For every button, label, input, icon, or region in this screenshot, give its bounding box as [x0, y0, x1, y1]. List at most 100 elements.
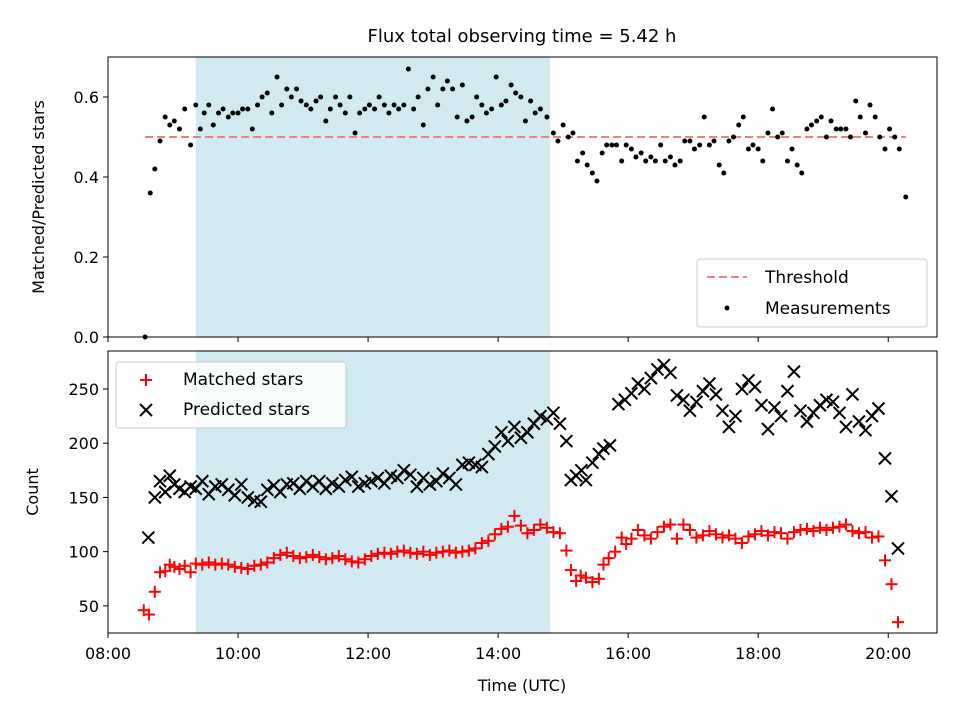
- measurement-point: [555, 138, 561, 144]
- measurement-point: [201, 110, 207, 116]
- predicted-star-point: [325, 476, 340, 491]
- measurement-point: [245, 106, 251, 112]
- matched-star-point: [631, 523, 644, 536]
- measurement-point: [843, 126, 849, 132]
- measurement-point: [454, 114, 460, 120]
- measurement-point: [381, 102, 387, 108]
- measurement-point: [672, 162, 678, 168]
- measurement-point: [528, 98, 534, 104]
- matched-star-point: [781, 532, 794, 545]
- measurement-point: [828, 118, 834, 124]
- measurement-point: [430, 74, 436, 80]
- matched-star-point: [592, 572, 605, 585]
- measurement-point: [347, 94, 353, 100]
- matched-star-point: [547, 526, 560, 539]
- measurement-point: [177, 126, 183, 132]
- predicted-star-point: [670, 388, 684, 403]
- predicted-star-point: [767, 400, 782, 415]
- measurement-point: [677, 158, 683, 164]
- x-tick-label: 20:00: [865, 644, 911, 663]
- measurement-point: [210, 122, 216, 128]
- matched-star-point: [436, 545, 449, 558]
- measurement-point: [804, 126, 810, 132]
- measurement-point: [872, 114, 878, 120]
- matched-star-point: [202, 556, 215, 569]
- matched-star-point: [475, 536, 488, 549]
- measurement-point: [498, 102, 504, 108]
- measurement-point: [157, 138, 163, 144]
- predicted-star-point: [702, 376, 717, 391]
- matched-star-point: [267, 552, 280, 565]
- measurement-point: [887, 126, 893, 132]
- matched-star-point: [365, 549, 378, 562]
- predicted-star-point: [644, 371, 658, 385]
- measurement-point: [736, 122, 742, 128]
- measurement-point: [279, 102, 285, 108]
- predicted-star-point: [338, 473, 353, 487]
- predicted-star-point: [728, 409, 743, 423]
- measurement-point: [643, 158, 649, 164]
- matched-star-point: [820, 523, 833, 536]
- matched-star-point: [248, 559, 261, 572]
- matched-star-point: [677, 518, 690, 531]
- measurement-point: [386, 110, 392, 116]
- matched-star-point: [384, 547, 397, 560]
- measurement-point: [513, 90, 519, 96]
- measurement-point: [726, 138, 732, 144]
- matched-star-point: [332, 549, 345, 562]
- matched-star-point: [833, 520, 846, 533]
- predicted-star-point: [787, 364, 801, 379]
- top-y-tick-label: 0.2: [74, 248, 99, 267]
- matched-star-point: [319, 553, 332, 566]
- predicted-star-point: [195, 474, 209, 488]
- predicted-star-point: [520, 425, 535, 440]
- measurement-point: [323, 118, 329, 124]
- matched-star-point: [254, 558, 267, 571]
- measurement-point: [716, 162, 722, 168]
- measurement-point: [580, 150, 586, 156]
- predicted-star-point: [839, 420, 853, 434]
- x-tick-label: 12:00: [345, 644, 391, 663]
- predicted-star-point: [676, 393, 691, 407]
- predicted-star-point: [663, 365, 678, 380]
- predicted-star-point: [559, 434, 574, 448]
- bottom-x-ticks: 08:00 10:00 12:00 14:00 16:00 18:00 20:00: [85, 633, 911, 663]
- measurement-point: [691, 146, 697, 152]
- measurement-point: [264, 90, 270, 96]
- measurement-points: [142, 66, 909, 340]
- predicted-star-point: [507, 420, 522, 434]
- measurement-point: [411, 106, 417, 112]
- matched-star-point: [872, 530, 885, 543]
- predicted-star-point: [158, 485, 172, 499]
- measurement-point: [362, 106, 368, 112]
- x-tick-label: 10:00: [215, 644, 261, 663]
- legend-predicted-swatch: [139, 403, 153, 417]
- predicted-star-point: [858, 423, 873, 437]
- predicted-star-point: [683, 403, 697, 418]
- matched-star-point: [774, 527, 787, 540]
- top-x-ticks: [107, 337, 889, 342]
- matched-star-point: [306, 548, 319, 561]
- predicted-star-point: [345, 470, 359, 484]
- bottom-y-ticks: 50 100 150 200 250: [68, 380, 108, 616]
- matched-star-point: [488, 528, 501, 541]
- measurement-point: [193, 102, 199, 108]
- measurement-point: [313, 98, 319, 104]
- measurement-point: [838, 126, 844, 132]
- x-axis-label: Time (UTC): [477, 676, 566, 695]
- matched-star-point: [261, 556, 274, 569]
- matched-star-point: [716, 531, 729, 544]
- matched-star-point: [148, 585, 161, 598]
- matched-star-point: [196, 558, 209, 571]
- measurement-point: [633, 154, 639, 160]
- measurement-point: [298, 98, 304, 104]
- matched-star-point: [495, 522, 508, 535]
- predicted-star-point: [715, 403, 730, 418]
- matched-star-point: [846, 525, 859, 538]
- matched-star-point: [358, 553, 371, 566]
- matched-star-point: [410, 547, 423, 560]
- matched-star-point: [521, 527, 534, 540]
- matched-star-point: [597, 558, 610, 571]
- measurement-point: [818, 114, 824, 120]
- measurement-point: [784, 158, 790, 164]
